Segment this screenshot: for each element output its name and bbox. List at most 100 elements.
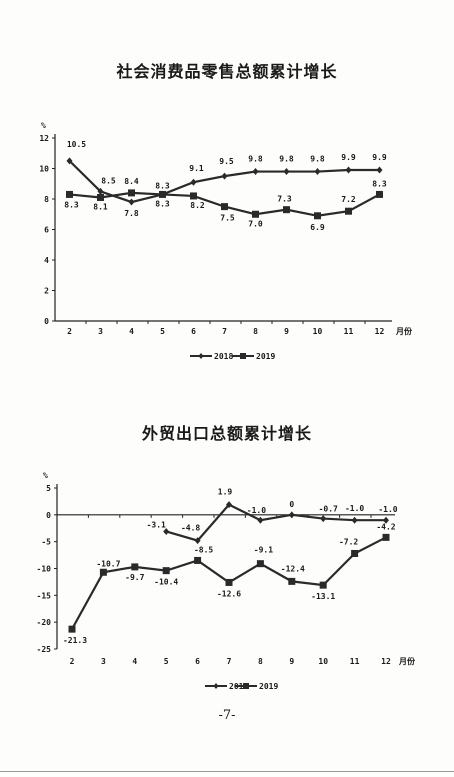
data-point-2019 xyxy=(314,212,321,220)
data-label-2018: 10.5 xyxy=(67,140,86,149)
data-label-2018: 9.8 xyxy=(248,155,263,164)
data-point-2018 xyxy=(163,527,170,535)
data-point-2019 xyxy=(194,556,202,564)
data-point-2019 xyxy=(128,189,135,197)
data-point-2019 xyxy=(97,193,104,201)
y-tick-label: 0 xyxy=(44,317,49,326)
data-point-2019 xyxy=(283,206,290,214)
data-point-2019 xyxy=(221,203,228,211)
y-tick-label: -20 xyxy=(37,618,52,627)
data-point-2018 xyxy=(283,168,290,176)
data-label-2019: 7.3 xyxy=(277,195,292,204)
data-label-2018: 9.9 xyxy=(372,153,387,162)
x-tick-label: 10 xyxy=(313,327,323,336)
data-point-2018 xyxy=(190,178,197,186)
chart-title-retail: 社会消费品零售总额累计增长 xyxy=(116,62,338,81)
data-point-2018 xyxy=(252,168,259,176)
data-label-2018: 9.8 xyxy=(310,155,325,164)
x-tick-label: 2 xyxy=(67,327,72,336)
data-point-2019 xyxy=(351,549,359,557)
data-label-2019: -7.2 xyxy=(339,537,358,546)
x-tick-label: 3 xyxy=(101,657,106,666)
data-label-2019: 7.5 xyxy=(220,214,235,223)
x-tick-label: 5 xyxy=(164,657,169,666)
data-point-2019 xyxy=(68,625,76,633)
y-tick-label: -15 xyxy=(37,591,52,600)
data-point-2018 xyxy=(320,515,327,523)
y-tick-label: 5 xyxy=(46,484,51,493)
y-tick-label: 6 xyxy=(44,226,49,235)
data-point-2018 xyxy=(194,537,201,545)
data-label-2018: -0.7 xyxy=(319,505,338,514)
legend-marker-2019 xyxy=(243,683,249,689)
x-tick-label: 8 xyxy=(258,657,263,666)
data-point-2018 xyxy=(128,198,135,206)
bottom-rule xyxy=(0,771,454,772)
data-label-2018: 9.9 xyxy=(341,153,356,162)
data-point-2018 xyxy=(376,166,383,174)
data-point-2018 xyxy=(257,516,264,524)
data-label-2019: 7.2 xyxy=(341,195,356,204)
data-label-2019: 8.1 xyxy=(93,202,108,211)
x-tick-label: 8 xyxy=(253,327,258,336)
data-point-2019 xyxy=(99,568,107,576)
data-point-2019 xyxy=(131,563,139,571)
data-point-2019 xyxy=(159,190,166,198)
data-point-2019 xyxy=(319,581,327,589)
page-number: -7- xyxy=(218,708,236,723)
data-point-2018 xyxy=(351,516,358,524)
y-axis-label: % xyxy=(43,471,48,480)
data-label-2018: 9.1 xyxy=(189,164,204,173)
data-point-2019 xyxy=(190,192,197,200)
x-tick-label: 4 xyxy=(132,657,137,666)
legend-label-2019: 2019 xyxy=(256,352,275,361)
data-label-2018: -3.1 xyxy=(147,520,166,529)
data-label-2019: 8.3 xyxy=(64,200,79,209)
legend-label-2018: 2018 xyxy=(214,352,233,361)
x-axis-label: 月份 xyxy=(398,656,416,666)
data-label-2018: 0 xyxy=(289,500,294,509)
data-label-2019: -21.3 xyxy=(63,636,87,645)
data-point-2019 xyxy=(376,190,383,198)
data-label-2018: -1.0 xyxy=(247,506,266,515)
retail-growth-chart: 0 2 4 6 8 10 12% 2 3 4 5 6 7 8 9 10 11 12 月份 10.5 8.5 7.8 8.3 9… xyxy=(39,121,413,361)
x-tick-label: 4 xyxy=(129,327,134,336)
data-label-2018: -1.0 xyxy=(345,504,364,513)
data-label-2019: 8.2 xyxy=(190,201,205,210)
data-point-2019 xyxy=(345,207,352,215)
data-point-2018 xyxy=(383,516,389,524)
data-point-2019 xyxy=(382,533,390,541)
data-point-2018 xyxy=(226,501,232,509)
data-point-2019 xyxy=(162,567,170,575)
export-growth-chart: -25 -20 -15 -10 -5 0 5% 2 3 4 5 6 7 8 9 10 11 12 月份 -3.1 -4.… xyxy=(37,471,416,691)
x-tick-label: 11 xyxy=(344,327,354,336)
data-label-2018: 9.5 xyxy=(219,157,234,166)
data-label-2019: -8.5 xyxy=(194,545,213,554)
y-tick-label: 10 xyxy=(39,165,49,174)
y-tick-label: 0 xyxy=(46,511,51,520)
y-tick-label: -25 xyxy=(37,645,52,654)
data-point-2018 xyxy=(97,187,104,195)
data-label-2018: -4.8 xyxy=(181,524,200,533)
x-tick-label: 12 xyxy=(375,327,385,336)
y-tick-label: 12 xyxy=(39,134,49,143)
data-label-2019: 8.3 xyxy=(155,199,170,208)
legend-marker-2018 xyxy=(198,353,204,359)
data-point-2019 xyxy=(225,578,233,586)
data-label-2019: -9.7 xyxy=(125,573,144,582)
x-tick-label: 10 xyxy=(318,657,328,666)
data-point-2019 xyxy=(256,560,264,568)
legend-label-2019: 2019 xyxy=(259,682,278,691)
data-label-2018: 1.9 xyxy=(218,488,233,497)
data-label-2019: 7.0 xyxy=(248,219,263,228)
y-tick-label: 2 xyxy=(44,287,49,296)
x-tick-label: 11 xyxy=(350,657,360,666)
x-tick-label: 6 xyxy=(191,327,196,336)
y-axis-label: % xyxy=(41,121,46,130)
x-tick-label: 9 xyxy=(289,657,294,666)
y-tick-label: 4 xyxy=(44,256,49,265)
data-label-2019: 8.4 xyxy=(124,177,139,186)
data-point-2019 xyxy=(288,577,296,585)
data-label-2019: 6.9 xyxy=(310,223,325,232)
data-point-2018 xyxy=(221,172,228,180)
